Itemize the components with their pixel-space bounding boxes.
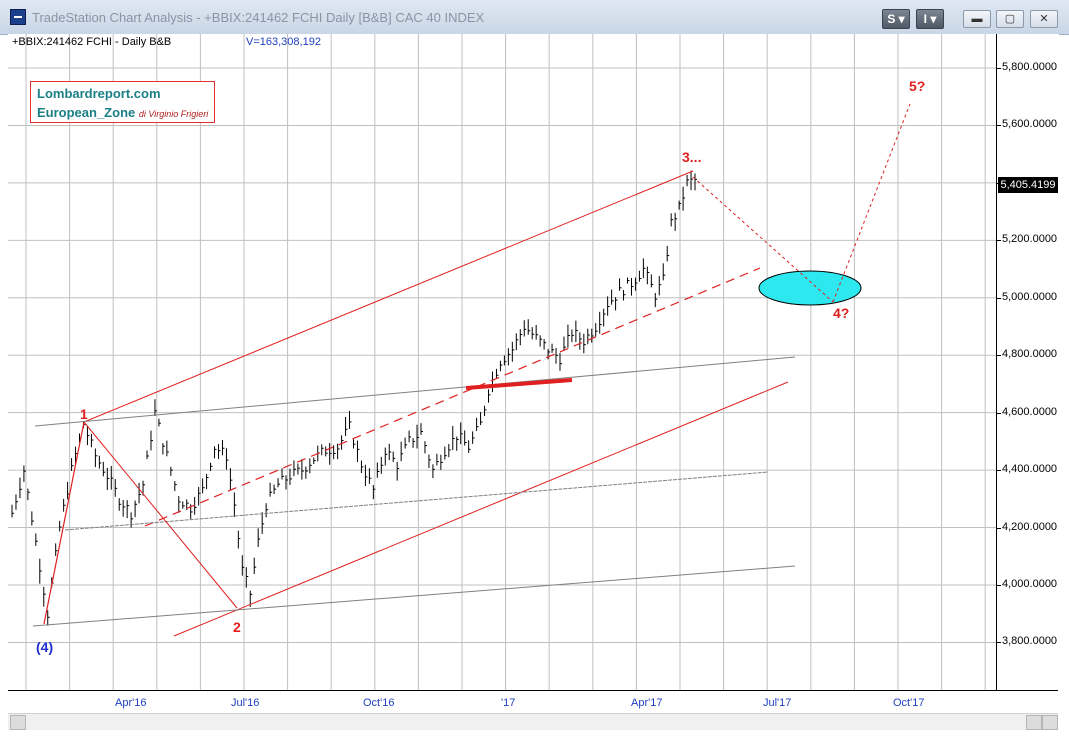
x-tick-label: Jul'17 bbox=[763, 697, 792, 709]
window-title: TradeStation Chart Analysis - +BBIX:2414… bbox=[32, 10, 485, 25]
watermark-author: di Virginio Frigieri bbox=[138, 109, 209, 119]
maximize-button[interactable]: ▢ bbox=[996, 10, 1024, 28]
app-icon bbox=[10, 9, 26, 25]
x-tick-label: Jul'16 bbox=[231, 697, 260, 709]
y-tick bbox=[997, 470, 1001, 472]
x-tick-label: Oct'16 bbox=[363, 697, 395, 709]
wave-label-3: 3... bbox=[682, 149, 702, 165]
chart-plot-area[interactable] bbox=[8, 34, 997, 690]
wave-label-5: 5? bbox=[909, 78, 926, 94]
y-tick-label: 5,000.0000 bbox=[1002, 290, 1058, 303]
scroll-right-button[interactable] bbox=[1042, 715, 1058, 730]
wave-label-4: 4? bbox=[833, 305, 850, 321]
y-tick bbox=[997, 355, 1001, 357]
last-price-tag: 5,405.4199 bbox=[998, 177, 1058, 193]
i-menu-button[interactable]: I ▾ bbox=[916, 9, 944, 29]
minimize-button[interactable]: ▬ bbox=[963, 10, 991, 28]
x-tick-label: Oct'17 bbox=[893, 697, 925, 709]
watermark-box: Lombardreport.com European_Zone di Virgi… bbox=[30, 81, 215, 123]
time-axis[interactable] bbox=[8, 690, 1058, 713]
scroll-left-button[interactable] bbox=[10, 715, 26, 730]
y-tick bbox=[997, 125, 1001, 127]
y-tick bbox=[997, 240, 1001, 242]
title-bar: TradeStation Chart Analysis - +BBIX:2414… bbox=[0, 0, 1069, 35]
x-tick-label: '17 bbox=[501, 697, 516, 709]
s-menu-button[interactable]: S ▾ bbox=[882, 9, 910, 29]
y-tick bbox=[997, 68, 1001, 69]
y-tick-label: 3,800.0000 bbox=[1002, 635, 1058, 648]
watermark-zone: European_Zone di Virginio Frigieri bbox=[37, 105, 209, 120]
x-tick-label: Apr'17 bbox=[631, 697, 663, 709]
y-tick bbox=[997, 642, 1001, 644]
watermark-site: Lombardreport.com bbox=[37, 86, 161, 101]
y-tick bbox=[997, 527, 1001, 529]
wave-label-4-degree: (4) bbox=[36, 639, 54, 655]
y-tick bbox=[997, 585, 1001, 586]
wave-label-2: 2 bbox=[233, 619, 241, 635]
volume-label: V=163,308,192 bbox=[246, 36, 321, 48]
scroll-thumb[interactable] bbox=[1026, 715, 1042, 730]
price-axis[interactable] bbox=[997, 34, 1059, 690]
x-tick-label: Apr'16 bbox=[115, 697, 147, 709]
y-tick-label: 4,200.0000 bbox=[1002, 520, 1058, 533]
close-button[interactable]: ✕ bbox=[1030, 10, 1058, 28]
y-tick-label: 4,400.0000 bbox=[1002, 463, 1058, 476]
wave-label-1: 1 bbox=[80, 406, 88, 422]
y-tick bbox=[997, 297, 1001, 299]
y-tick-label: 4,000.0000 bbox=[1002, 578, 1058, 590]
horizontal-scrollbar[interactable] bbox=[8, 713, 1058, 730]
y-tick-label: 5,200.0000 bbox=[1002, 233, 1058, 246]
y-tick bbox=[997, 412, 1001, 414]
y-tick-label: 5,800.0000 bbox=[1002, 61, 1058, 73]
y-tick-label: 4,800.0000 bbox=[1002, 348, 1058, 361]
symbol-label: +BBIX:241462 FCHI - Daily B&B bbox=[12, 36, 172, 48]
y-tick-label: 4,600.0000 bbox=[1002, 405, 1058, 418]
y-tick-label: 5,600.0000 bbox=[1002, 118, 1058, 131]
